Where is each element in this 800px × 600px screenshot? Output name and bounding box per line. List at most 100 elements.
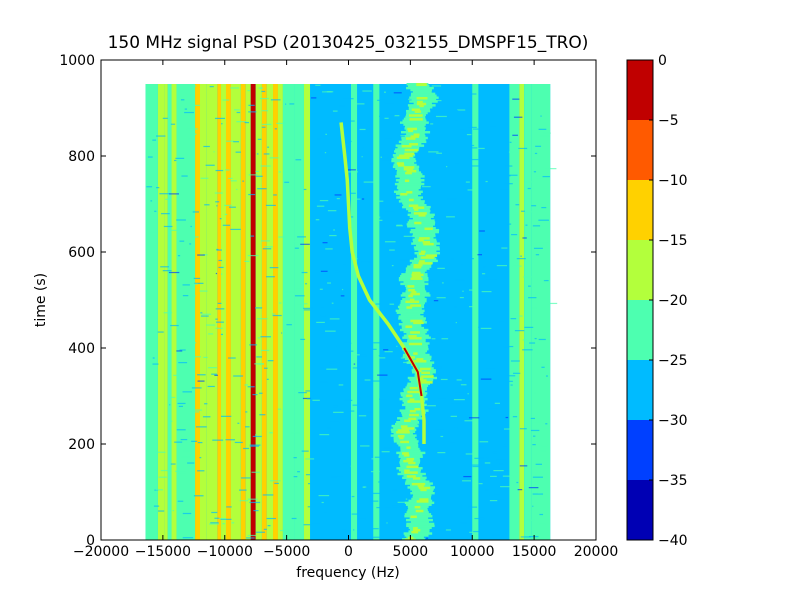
heatmap-speckle bbox=[391, 399, 395, 401]
heatmap-speckle bbox=[272, 313, 276, 315]
heatmap-speckle bbox=[260, 336, 271, 338]
wandering-band-hotspot bbox=[417, 378, 427, 382]
wandering-band-hotspot bbox=[417, 100, 423, 104]
heatmap-speckle bbox=[187, 367, 190, 370]
heatmap-speckle bbox=[470, 165, 480, 167]
heatmap-speckle bbox=[193, 104, 201, 107]
colorbar-segment bbox=[627, 240, 653, 300]
wandering-band-hotspot bbox=[406, 394, 413, 398]
y-axis-label: time (s) bbox=[33, 273, 49, 327]
heatmap-speckle bbox=[450, 415, 458, 417]
wandering-band-row bbox=[398, 444, 419, 447]
heatmap-speckle bbox=[459, 296, 464, 299]
y-tick-label: 0 bbox=[86, 533, 95, 549]
heatmap-speckle bbox=[253, 510, 259, 512]
wandering-band-row bbox=[412, 495, 432, 499]
wandering-band-row bbox=[399, 194, 419, 197]
colorbar-tick-label: −10 bbox=[658, 173, 688, 189]
wandering-band-row bbox=[395, 309, 425, 313]
heatmap-speckle bbox=[244, 260, 250, 262]
wandering-band-row bbox=[405, 286, 425, 289]
heatmap-speckle bbox=[245, 426, 250, 428]
wandering-band-row bbox=[399, 453, 423, 457]
wandering-band-row bbox=[403, 401, 425, 405]
heatmap-speckle bbox=[320, 314, 326, 317]
heatmap-speckle bbox=[295, 159, 302, 161]
heatmap-speckle bbox=[394, 115, 400, 117]
heatmap-speckle bbox=[162, 270, 172, 272]
chart-title: 150 MHz signal PSD (20130425_032155_DMSP… bbox=[108, 33, 589, 53]
heatmap-speckle bbox=[224, 213, 228, 216]
heatmap-speckle bbox=[316, 205, 325, 207]
heatmap-speckle bbox=[334, 194, 342, 196]
heatmap-speckle bbox=[203, 254, 208, 256]
heatmap-speckle bbox=[480, 378, 492, 380]
wandering-band bbox=[390, 83, 441, 540]
heatmap-speckle bbox=[179, 349, 186, 351]
wandering-band-row bbox=[405, 407, 424, 410]
wandering-band-hotspot bbox=[406, 457, 415, 461]
heatmap-speckle bbox=[358, 120, 369, 122]
heatmap-speckle bbox=[291, 517, 297, 520]
heatmap-speckle bbox=[393, 92, 402, 94]
heatmap-speckle bbox=[203, 145, 210, 148]
heatmap-speckle bbox=[384, 138, 392, 140]
heatmap-speckle bbox=[347, 120, 355, 122]
heatmap-speckle bbox=[486, 457, 489, 459]
wandering-band-row bbox=[418, 250, 437, 253]
heatmap-speckle bbox=[496, 265, 507, 267]
heatmap-speckle bbox=[249, 445, 259, 447]
heatmap-speckle bbox=[532, 505, 534, 507]
wandering-band-hotspot bbox=[406, 169, 417, 173]
heatmap-speckle bbox=[220, 273, 223, 275]
heatmap-band bbox=[266, 84, 274, 540]
wandering-band-hotspot bbox=[411, 108, 420, 111]
heatmap-speckle bbox=[215, 201, 220, 203]
heatmap-speckle bbox=[474, 517, 485, 520]
heatmap-speckle bbox=[190, 283, 198, 285]
heatmap-speckle bbox=[504, 183, 513, 185]
heatmap-speckle bbox=[316, 138, 322, 140]
wandering-band-row bbox=[413, 493, 432, 497]
heatmap-speckle bbox=[321, 306, 324, 308]
wandering-band-hotspot bbox=[416, 102, 427, 106]
heatmap-speckle bbox=[538, 219, 549, 221]
heatmap-speckle bbox=[377, 374, 388, 376]
heatmap-speckle bbox=[220, 415, 232, 417]
heatmap-speckle bbox=[454, 162, 459, 164]
heatmap-speckle bbox=[152, 139, 157, 141]
heatmap-speckle bbox=[175, 157, 185, 159]
heatmap-speckle bbox=[191, 387, 202, 389]
heatmap-speckle bbox=[303, 188, 307, 191]
heatmap-speckle bbox=[455, 321, 457, 324]
heatmap-speckle bbox=[222, 99, 230, 101]
heatmap-speckle bbox=[307, 506, 318, 508]
wandering-band-hotspot bbox=[413, 263, 423, 267]
heatmap-speckle bbox=[361, 198, 365, 200]
heatmap-speckle bbox=[192, 236, 199, 238]
wandering-band-row bbox=[406, 332, 426, 336]
wandering-band-row bbox=[400, 301, 425, 305]
heatmap-band bbox=[294, 84, 304, 540]
heatmap-speckle bbox=[482, 266, 486, 268]
heatmap-speckle bbox=[329, 318, 340, 320]
wandering-band-row bbox=[405, 267, 430, 270]
heatmap-speckle bbox=[535, 176, 544, 179]
heatmap-speckle bbox=[364, 379, 371, 381]
heatmap-speckle bbox=[375, 303, 381, 305]
heatmap-speckle bbox=[298, 392, 307, 394]
heatmap-speckle bbox=[506, 223, 512, 225]
heatmap-band bbox=[195, 84, 200, 540]
heatmap-speckle bbox=[226, 140, 235, 142]
heatmap-speckle bbox=[199, 290, 208, 292]
heatmap-speckle bbox=[525, 224, 528, 226]
y-axis: 0 200 400 600 800 1000 bbox=[59, 53, 596, 549]
heatmap-speckle bbox=[450, 402, 461, 404]
heatmap-speckle bbox=[293, 387, 303, 389]
heatmap-speckle bbox=[261, 240, 270, 242]
heatmap-speckle bbox=[335, 536, 340, 538]
heatmap-speckle bbox=[303, 524, 313, 526]
wandering-band-hotspot bbox=[396, 430, 410, 434]
heatmap-speckle bbox=[541, 366, 545, 368]
heatmap-speckle bbox=[512, 98, 520, 100]
